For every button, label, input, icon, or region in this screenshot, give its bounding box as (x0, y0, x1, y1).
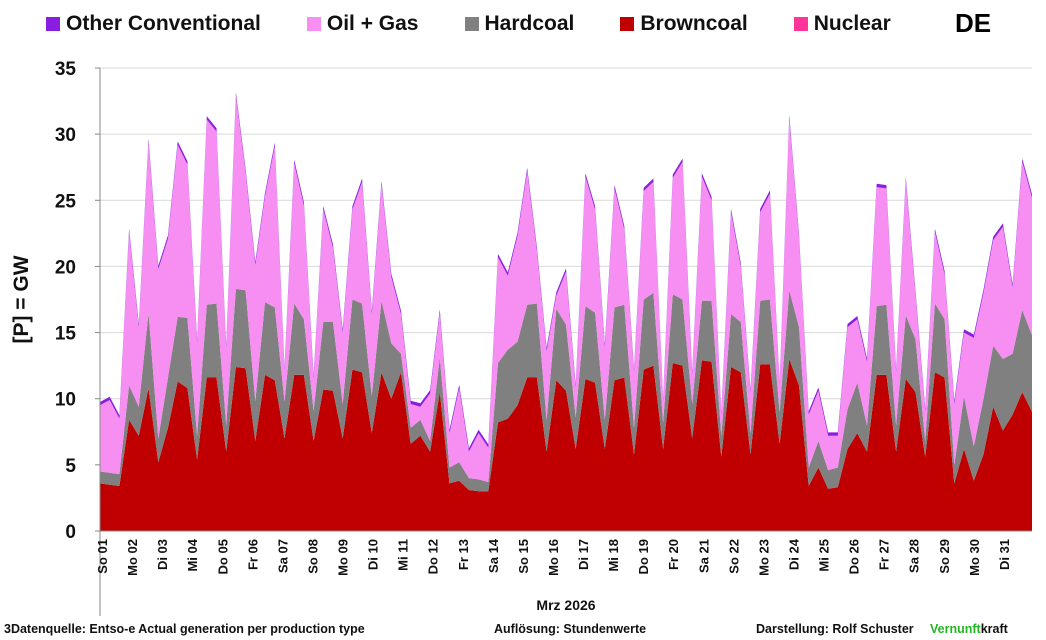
area-hardcoal (100, 288, 1032, 492)
x-tick-label: Sa 28 (907, 539, 922, 573)
y-tick-label: 25 (55, 191, 77, 212)
y-tick-label: 35 (55, 59, 77, 80)
x-tick-label: So 08 (306, 539, 321, 574)
x-tick-label: Di 17 (576, 539, 591, 570)
x-tick-label: So 15 (516, 539, 531, 574)
x-tick-label: Mo 09 (336, 539, 351, 576)
legend-swatch-other-conventional (46, 17, 60, 31)
legend-label-other-conventional: Other Conventional (66, 12, 261, 35)
x-tick-label: Mi 25 (817, 539, 832, 572)
country-code: DE (955, 8, 992, 38)
x-tick-label: Mi 11 (396, 539, 411, 571)
x-tick-label: Sa 07 (275, 539, 290, 573)
area-browncoal (100, 359, 1032, 531)
y-axis-title: [P] = GW (10, 255, 33, 343)
x-tick-label: Fr 06 (245, 539, 260, 570)
x-axis-title: Mrz 2026 (536, 597, 595, 613)
x-tick-label: So 29 (937, 539, 952, 574)
x-tick-label: Do 05 (215, 539, 230, 574)
legend-label-nuclear: Nuclear (813, 12, 891, 35)
x-tick-label: So 22 (726, 539, 741, 574)
legend-swatch-browncoal (620, 17, 635, 31)
x-tick-label: Di 10 (366, 539, 381, 570)
legend-item-nuclear: Nuclear (793, 12, 891, 36)
legend-swatch-oil-gas (306, 17, 321, 31)
y-tick-label: 10 (55, 390, 76, 411)
y-tick-label: 20 (55, 257, 76, 278)
x-tick-label: Sa 21 (696, 539, 711, 573)
chart-legend: Other Conventional Oil + Gas Hardcoal Br… (46, 10, 937, 38)
legend-swatch-nuclear (793, 17, 808, 31)
x-tick-label: So 01 (95, 539, 110, 574)
area-oil-gas (100, 95, 1032, 483)
footer-source: 3Datenquelle: Entso-e Actual generation … (4, 622, 365, 636)
footer-author: Darstellung: Rolf Schuster (756, 622, 914, 636)
x-tick-label: Fr 13 (456, 539, 471, 570)
x-tick-label: Fr 27 (877, 539, 892, 570)
x-tick-label: Do 19 (636, 539, 651, 574)
legend-label-browncoal: Browncoal (640, 12, 748, 35)
y-tick-label: 5 (65, 456, 76, 477)
x-tick-label: Mi 18 (606, 539, 621, 572)
x-tick-label: Sa 14 (486, 538, 501, 573)
x-tick-label: Di 24 (787, 538, 802, 570)
legend-item-browncoal: Browncoal (620, 12, 748, 36)
y-tick-label: 15 (55, 324, 77, 345)
x-tick-label: Mi 04 (185, 538, 200, 571)
legend-item-hardcoal: Hardcoal (464, 12, 575, 36)
x-tick-label: Fr 20 (666, 539, 681, 570)
legend-label-hardcoal: Hardcoal (484, 12, 575, 35)
y-tick-label: 0 (65, 522, 76, 543)
footer-brand-green: Vernunft (930, 622, 981, 636)
x-tick-label: Di 03 (155, 539, 170, 570)
chart-plot: 0 5 10 15 20 25 30 35 So 01 Mo 02 Di 03 Mi 04 Do 05 F… (10, 59, 1032, 616)
x-tick-label: Do 12 (426, 539, 441, 574)
legend-label-oil-gas: Oil + Gas (326, 12, 419, 35)
legend-swatch-hardcoal (464, 17, 479, 31)
footer-brand-rest: kraft (980, 622, 1008, 636)
footer-resolution: Auflösung: Stundenwerte (494, 622, 647, 636)
x-tick-label: Di 31 (997, 539, 1012, 570)
footer-brand: Vernunftkraft (930, 622, 1008, 636)
x-tick-label: Mo 02 (125, 539, 140, 576)
legend-item-other-conventional: Other Conventional (46, 12, 261, 36)
legend-item-oil-gas: Oil + Gas (306, 12, 419, 36)
y-tick-label: 30 (55, 125, 76, 146)
x-tick-label: Mo 30 (967, 539, 982, 576)
x-tick-label: Mo 16 (546, 539, 561, 576)
x-tick-label: Mo 23 (756, 539, 771, 576)
x-tick-label: Do 26 (847, 539, 862, 574)
